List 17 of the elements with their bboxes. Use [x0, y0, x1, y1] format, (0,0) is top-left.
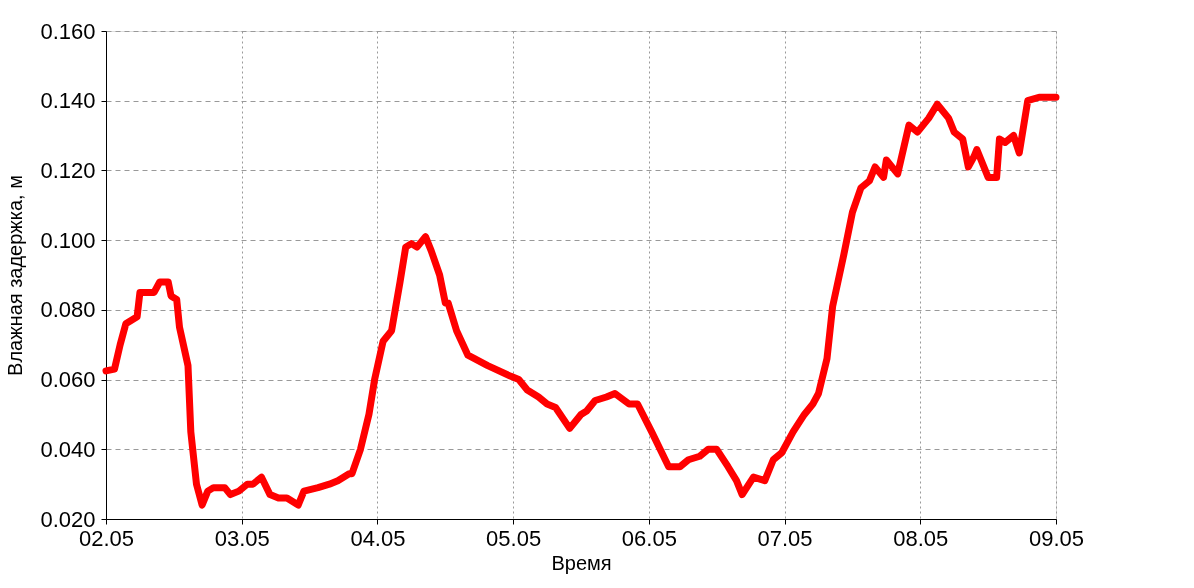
y-tick-label: 0.160 [40, 18, 96, 44]
y-axis-title: Влажная задержка, м [4, 175, 27, 376]
x-tick-label: 09.05 [1028, 525, 1085, 551]
y-tick-label: 0.060 [40, 367, 96, 393]
y-tick-label: 0.020 [40, 506, 96, 532]
x-tick-label: 04.05 [350, 525, 406, 551]
y-tick-label: 0.080 [40, 297, 96, 323]
y-tick-label: 0.040 [40, 436, 96, 462]
y-tick-label: 0.120 [40, 157, 96, 183]
x-tick-label: 08.05 [893, 525, 949, 551]
x-tick-label: 07.05 [757, 525, 813, 551]
x-tick-label: 03.05 [214, 525, 270, 551]
y-tick-label: 0.100 [40, 227, 96, 253]
y-tick-label: 0.140 [40, 88, 96, 114]
x-axis-title: Время [551, 551, 612, 574]
x-tick-label: 06.05 [621, 525, 677, 551]
x-tick-label: 05.05 [486, 525, 542, 551]
